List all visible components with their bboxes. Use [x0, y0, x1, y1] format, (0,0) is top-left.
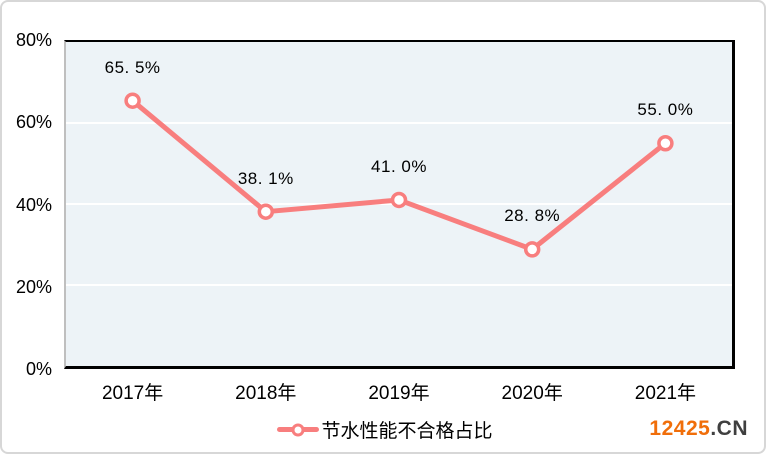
- y-axis-tick-label: 80%: [15, 30, 52, 50]
- data-label: 65. 5%: [104, 57, 161, 77]
- watermark-suffix: .CN: [710, 417, 748, 440]
- data-label: 41. 0%: [371, 156, 427, 176]
- x-axis-tick-label: 2021年: [634, 383, 697, 404]
- y-axis-tick-label: 60%: [15, 112, 52, 133]
- line-chart-canvas: [66, 92, 732, 286]
- watermark: 12425.CN: [649, 417, 748, 441]
- data-point-marker: [657, 135, 674, 152]
- data-label: 38. 1%: [237, 168, 294, 188]
- legend: 节水性能不合格占比: [2, 416, 764, 443]
- legend-label: 节水性能不合格占比: [321, 421, 493, 442]
- x-axis-tick-label: 2018年: [235, 383, 297, 404]
- data-label: 28. 8%: [504, 206, 561, 226]
- legend-circle-marker-icon: [291, 423, 305, 436]
- x-axis-tick-label: 2020年: [501, 383, 563, 404]
- data-point-marker: [390, 191, 408, 209]
- y-axis-tick-label: 0%: [25, 359, 52, 379]
- watermark-number: 12425: [649, 417, 711, 440]
- data-point-marker: [257, 203, 275, 220]
- data-point-marker: [523, 241, 541, 258]
- data-point-marker: [124, 92, 141, 109]
- plot-area: 65. 5% 38. 1% 41. 0% 28. 8% 55. 0%: [64, 40, 735, 369]
- data-label: 55. 0%: [637, 100, 694, 120]
- x-axis-tick-label: 2017年: [101, 383, 164, 404]
- y-axis-tick-label: 20%: [15, 276, 52, 297]
- x-axis-tick-label: 2019年: [368, 383, 430, 404]
- legend-line-marker-icon: [277, 423, 320, 436]
- y-axis-tick-label: 40%: [15, 194, 52, 215]
